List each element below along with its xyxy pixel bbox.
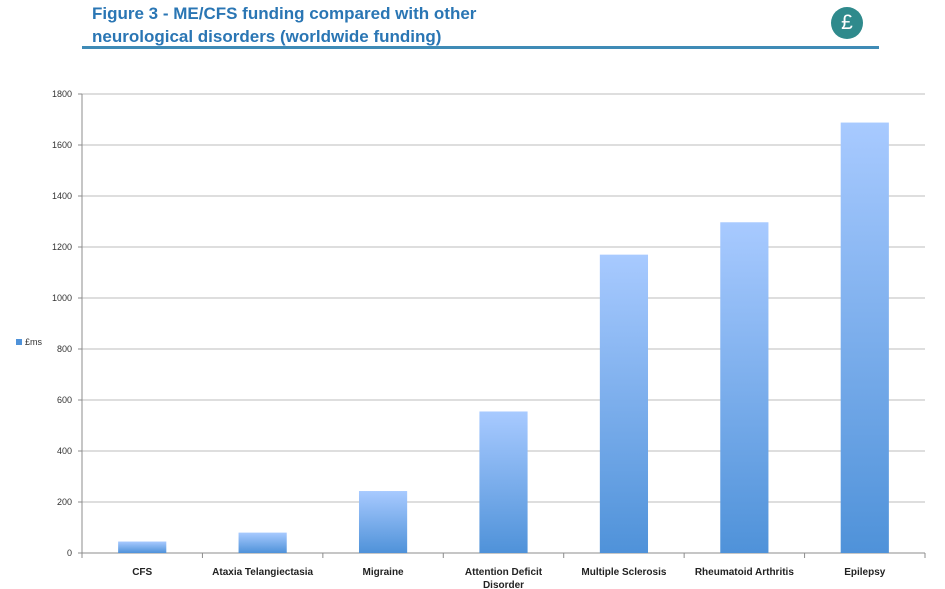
legend-swatch — [16, 339, 22, 345]
y-tick-label: 1800 — [52, 89, 72, 99]
pound-sterling-icon: £ — [831, 7, 863, 39]
bar — [599, 254, 649, 553]
y-tick-label: 800 — [57, 344, 72, 354]
y-tick-label: 0 — [67, 548, 72, 558]
legend: £ms — [16, 337, 43, 347]
y-tick-label: 600 — [57, 395, 72, 405]
y-tick-label: 200 — [57, 497, 72, 507]
x-category-label: CFS — [132, 567, 152, 578]
bar — [118, 541, 167, 553]
figure-title-line-2: neurological disorders (worldwide fundin… — [92, 27, 442, 46]
x-category-label: Epilepsy — [844, 567, 886, 578]
legend-label: £ms — [25, 337, 43, 347]
y-tick-label: 1600 — [52, 140, 72, 150]
bar — [720, 222, 769, 553]
x-category-label: Migraine — [363, 567, 405, 578]
bar — [238, 532, 287, 553]
figure-title-line-1: Figure 3 - ME/CFS funding compared with … — [92, 4, 477, 23]
y-tick-label: 1000 — [52, 293, 72, 303]
bar — [840, 122, 889, 553]
figure-title: Figure 3 - ME/CFS funding compared with … — [92, 2, 476, 48]
axis-labels: 0 200 400 600 800 1000 1200 1400 1600 1800 CFS Atax… — [52, 89, 886, 589]
bar — [479, 411, 528, 553]
y-tick-label: 400 — [57, 446, 72, 456]
x-category-label: Attention Deficit Disorder — [465, 567, 543, 589]
x-category-label: Rheumatoid Arthritis — [695, 567, 795, 578]
x-category-label: Multiple Sclerosis — [581, 567, 666, 578]
gridlines — [82, 93, 925, 554]
axes — [78, 93, 926, 558]
x-category-label: Ataxia Telangiectasia — [212, 567, 313, 578]
title-underline — [82, 46, 879, 49]
y-tick-label: 1400 — [52, 191, 72, 201]
bars — [118, 122, 889, 553]
bar — [358, 491, 408, 553]
y-tick-label: 1200 — [52, 242, 72, 252]
